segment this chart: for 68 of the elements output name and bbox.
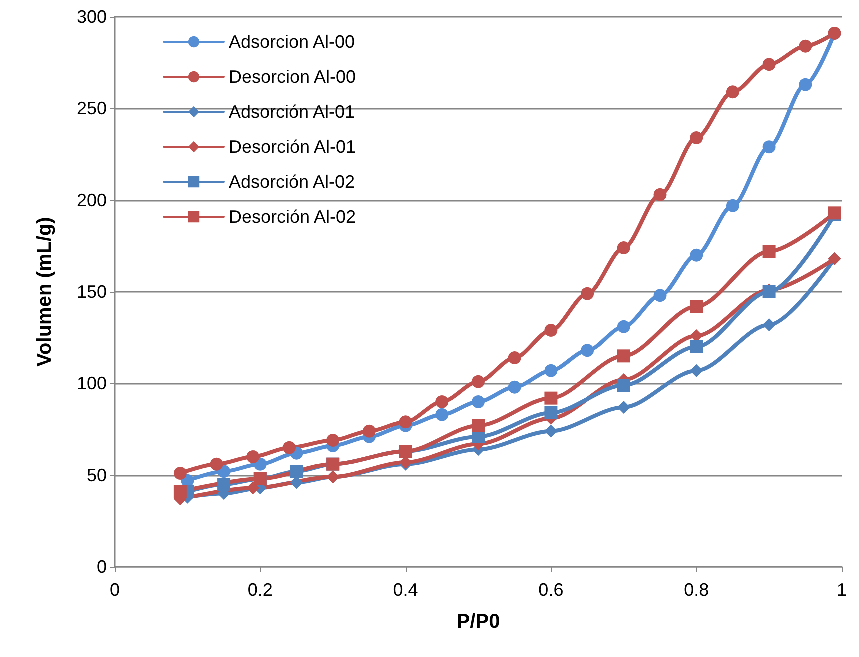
- point: [218, 478, 231, 491]
- y-tick-label: 300: [76, 7, 107, 27]
- point: [362, 424, 376, 438]
- y-tick-label: 200: [76, 190, 107, 210]
- point: [617, 379, 630, 392]
- y-tick-label: 50: [86, 465, 107, 486]
- point: [544, 324, 558, 337]
- point: [617, 350, 630, 363]
- x-tick-label: 1: [836, 580, 848, 600]
- y-tick-label: 250: [76, 98, 107, 119]
- legend-label: Adsorcion Al-00: [229, 32, 356, 52]
- point: [726, 199, 740, 212]
- point: [690, 300, 704, 314]
- point: [210, 458, 224, 471]
- point: [544, 406, 558, 420]
- legend-label: Desorcion Al-00: [229, 67, 356, 87]
- point: [290, 476, 304, 490]
- point: [617, 242, 630, 254]
- point: [690, 330, 704, 342]
- legend-label: Adsorción Al-01: [229, 102, 356, 122]
- x-tick-label: 0.6: [538, 580, 564, 600]
- point: [544, 364, 558, 378]
- point: [508, 352, 522, 364]
- point: [690, 248, 704, 262]
- point: [246, 482, 260, 495]
- point: [762, 318, 776, 332]
- point: [726, 86, 740, 99]
- point: [617, 320, 630, 334]
- y-axis-title: Volumen (mL/g): [34, 217, 56, 367]
- point: [690, 340, 704, 354]
- point: [762, 58, 776, 72]
- point: [508, 380, 522, 394]
- legend-label: Desorción Al-02: [229, 207, 356, 227]
- point: [246, 450, 260, 464]
- x-tick-label: 0.8: [684, 580, 710, 600]
- point: [617, 401, 630, 414]
- y-tick-label: 150: [76, 282, 107, 302]
- point: [472, 419, 485, 432]
- y-tick-label: 100: [76, 374, 107, 394]
- point: [762, 245, 776, 258]
- point: [654, 188, 667, 202]
- x-tick-label: 0.2: [248, 580, 273, 600]
- point: [174, 467, 187, 480]
- point: [690, 132, 704, 144]
- point: [472, 375, 485, 388]
- legend-label: Desorción Al-01: [229, 137, 356, 157]
- point: [399, 416, 412, 429]
- y-tick-label: 0: [96, 557, 107, 577]
- point: [436, 396, 449, 408]
- point: [472, 396, 485, 408]
- legend-label: Adsorción Al-02: [229, 172, 356, 192]
- x-axis-title: P/P0: [456, 611, 500, 633]
- point: [799, 40, 812, 53]
- x-tick-label: 0.4: [393, 580, 418, 600]
- point: [581, 287, 594, 300]
- point: [282, 441, 296, 454]
- point: [762, 140, 776, 154]
- point: [654, 289, 667, 302]
- point: [581, 344, 594, 358]
- x-tick-label: 0: [110, 580, 120, 600]
- point: [290, 465, 304, 478]
- point: [436, 408, 449, 422]
- point: [174, 485, 187, 498]
- point: [544, 392, 558, 405]
- point: [690, 364, 704, 378]
- point: [544, 424, 558, 438]
- point: [326, 434, 340, 447]
- point: [799, 78, 812, 92]
